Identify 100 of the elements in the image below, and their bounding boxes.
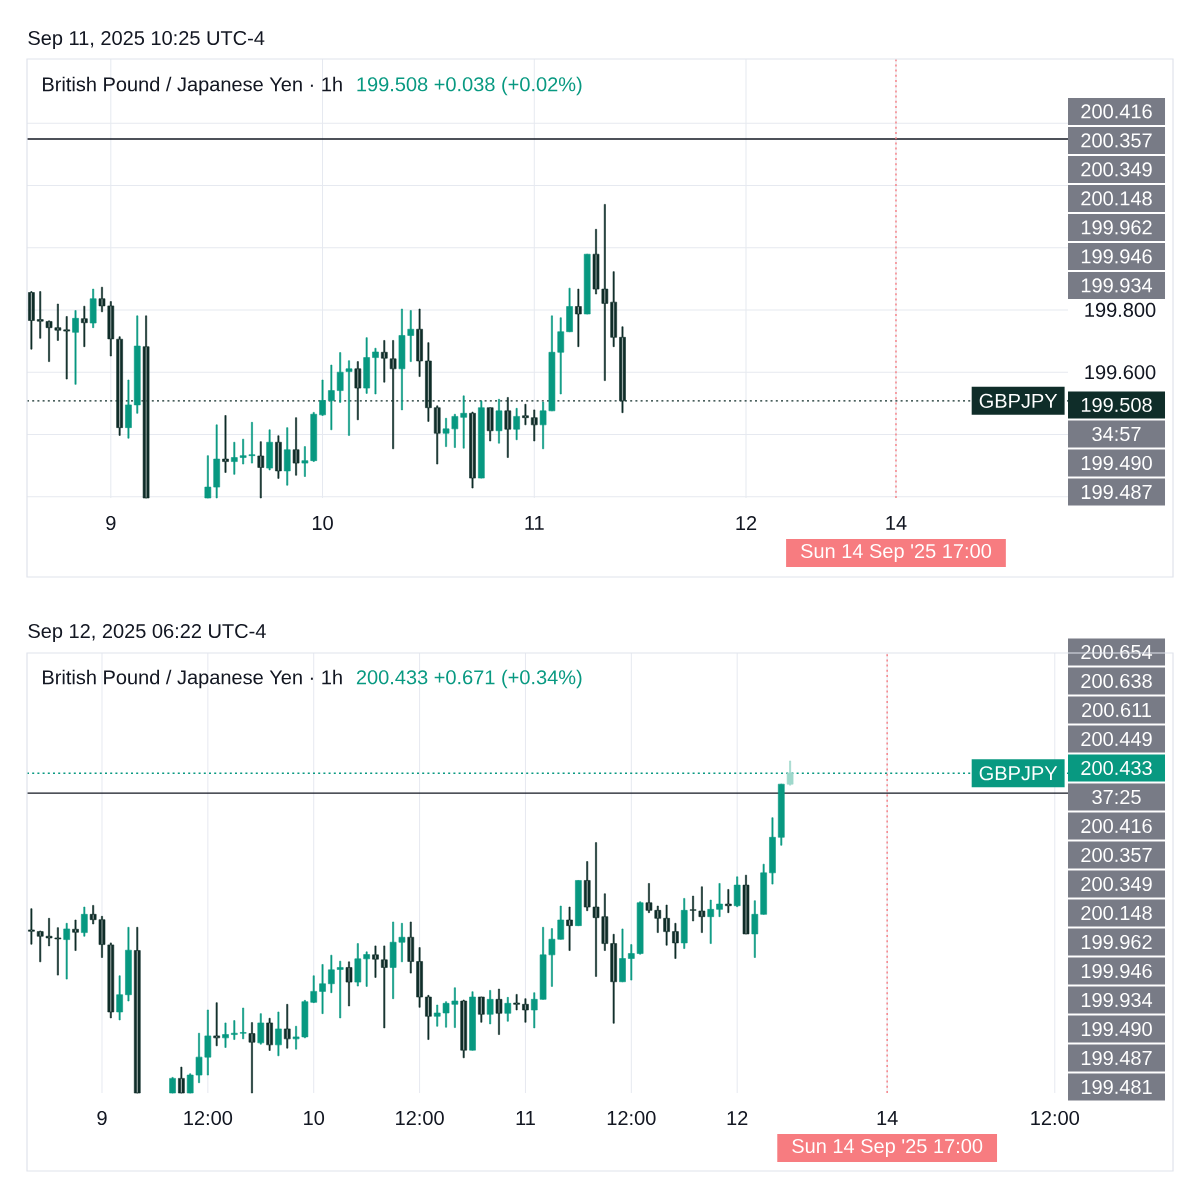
x-tick-label: 12:00 xyxy=(607,1110,656,1126)
y-tick-label: 199.600 xyxy=(1085,365,1156,380)
text: 200.449 xyxy=(1081,731,1152,747)
text: 200.416 xyxy=(1081,104,1152,119)
text: 199.962 xyxy=(1081,220,1152,235)
text: 200.148 xyxy=(1081,905,1152,921)
candlestick xyxy=(72,919,79,951)
candlestick xyxy=(283,1004,291,1049)
text: 200.349 xyxy=(1081,162,1152,177)
text: Sep 11, 2025 10:25 UTC-4 xyxy=(28,30,265,50)
candlestick xyxy=(610,933,617,1024)
candlestick xyxy=(275,435,282,479)
ref-line-label: Sun 14 Sep '25 17:00 xyxy=(792,1138,983,1158)
text: 200.638 xyxy=(1081,673,1152,689)
candlestick xyxy=(275,1011,282,1057)
candlestick xyxy=(257,1013,265,1045)
candlestick xyxy=(133,315,141,414)
candlestick xyxy=(566,906,573,951)
candlestick xyxy=(478,996,485,1023)
candlestick xyxy=(213,1002,220,1047)
candlestick xyxy=(328,954,335,994)
candlestick xyxy=(345,360,353,436)
x-tick-label: 10 xyxy=(312,515,333,531)
chart-subtitle: 200.433 +0.671 (+0.34%) xyxy=(356,669,582,689)
text: 199.508 +0.038 (+0.02%) xyxy=(357,76,582,96)
candlestick xyxy=(213,424,220,499)
x-tick-label: 12:00 xyxy=(396,1110,444,1126)
candlestick xyxy=(204,455,212,499)
x-tick-label: 14 xyxy=(886,516,907,530)
candlestick xyxy=(266,1017,273,1051)
candlestick xyxy=(178,1066,185,1094)
x-tick-label: 9 xyxy=(97,1110,107,1126)
candlestick xyxy=(222,415,229,473)
text: 200.148 xyxy=(1081,191,1152,206)
candlestick xyxy=(407,921,415,974)
x-tick-label: 12:00 xyxy=(1031,1110,1080,1126)
candlestick xyxy=(469,411,476,489)
candlestick xyxy=(63,923,70,980)
x-tick-label: 12 xyxy=(736,516,757,530)
text: 199.946 xyxy=(1081,249,1152,264)
text: British Pound / Japanese Yen · 1h xyxy=(43,76,342,96)
text: 199.490 xyxy=(1081,1021,1152,1037)
text: 37:25 xyxy=(1092,789,1141,805)
x-tick-label: 9 xyxy=(106,515,116,531)
text: 200.357 xyxy=(1081,847,1152,863)
candlestick xyxy=(336,960,344,1019)
candlestick xyxy=(372,945,379,978)
ref-line-label: Sun 14 Sep '25 17:00 xyxy=(801,543,992,563)
candlestick xyxy=(257,441,265,499)
candlestick xyxy=(504,997,512,1022)
text: Sep 12, 2025 06:22 UTC-4 xyxy=(28,623,266,643)
candlestick xyxy=(495,988,503,1035)
candlestick xyxy=(133,927,141,1094)
candlestick xyxy=(81,906,88,937)
candlestick xyxy=(283,427,291,486)
candlestick xyxy=(125,379,132,439)
candlestick xyxy=(460,999,467,1059)
candlestick xyxy=(336,352,344,403)
candlestick xyxy=(354,943,362,987)
candlestick xyxy=(266,429,273,471)
candlestick xyxy=(248,1022,256,1094)
text: 199.946 xyxy=(1081,963,1152,979)
candlestick xyxy=(786,760,794,786)
text: 199.934 xyxy=(1081,992,1153,1008)
x-tick-label: 12 xyxy=(727,1111,748,1125)
candlestick xyxy=(566,287,573,333)
candlestick xyxy=(116,975,123,1021)
candlestick xyxy=(345,961,353,1007)
candlestick xyxy=(363,337,370,394)
chart-title: British Pound / Japanese Yen · 1h xyxy=(43,669,342,689)
candlestick xyxy=(751,900,759,958)
candlestick xyxy=(319,964,326,1014)
candlestick xyxy=(530,409,538,442)
candlestick xyxy=(742,874,750,935)
candlestick xyxy=(663,904,670,946)
ref-line-label: GBPJPY xyxy=(979,393,1058,408)
candlestick xyxy=(610,271,617,347)
candlestick xyxy=(433,405,441,465)
candlestick xyxy=(486,407,494,442)
candlestick xyxy=(672,923,679,959)
x-tick-label: 12:00 xyxy=(184,1110,233,1126)
candlestick xyxy=(425,995,432,1040)
candlestick xyxy=(486,990,494,1025)
text: 34:57 xyxy=(1092,426,1141,442)
text: 199.508 xyxy=(1081,397,1152,413)
y-tick-label: 199.800 xyxy=(1085,302,1156,318)
candlestick xyxy=(513,408,520,441)
candlestick xyxy=(769,817,776,885)
candlestick xyxy=(513,994,520,1011)
text: 199.487 xyxy=(1081,1050,1152,1066)
text: 200.654 xyxy=(1081,644,1153,660)
candlestick xyxy=(522,998,529,1023)
text: 199.487 xyxy=(1081,484,1152,500)
x-tick-label: 11 xyxy=(525,516,544,530)
text: 199.962 xyxy=(1081,934,1152,950)
candlestick xyxy=(522,403,529,426)
candlestick xyxy=(716,883,723,917)
text: 200.349 xyxy=(1081,876,1152,892)
text: 199.934 xyxy=(1081,278,1153,293)
candlestick xyxy=(319,379,326,416)
